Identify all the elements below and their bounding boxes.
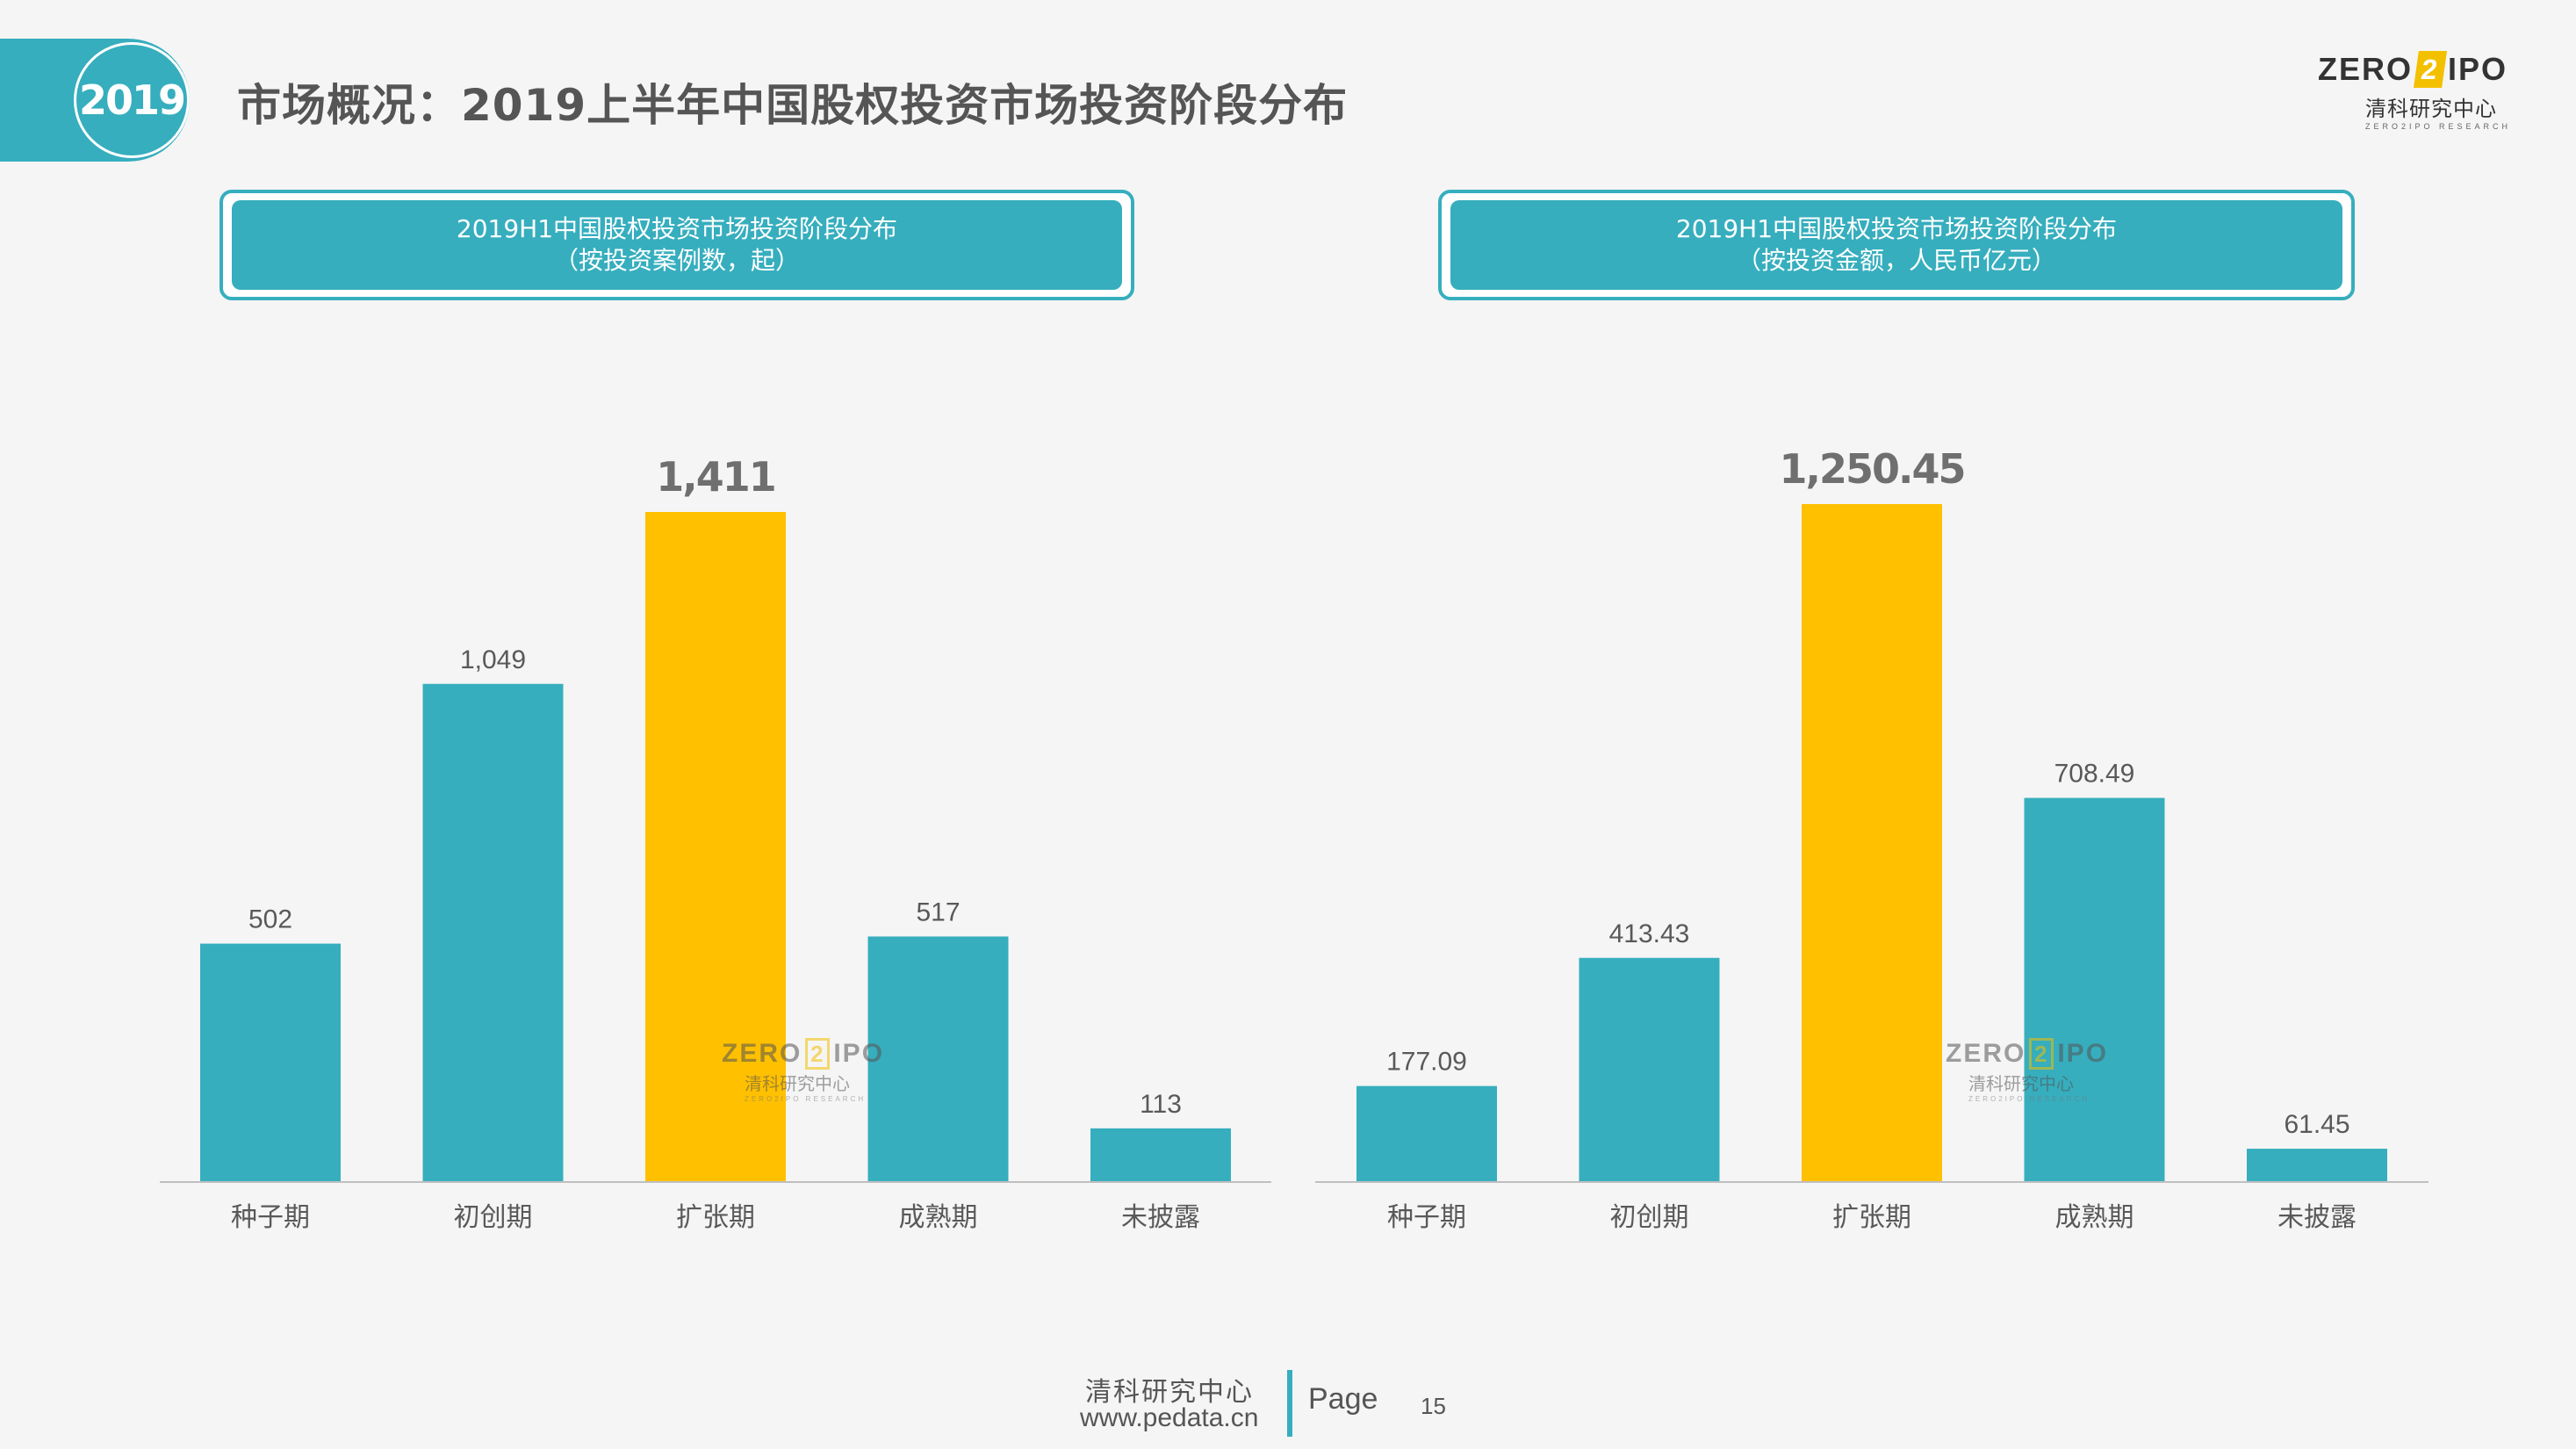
- left-chart-bar-2: [645, 512, 786, 1182]
- right-chart-header-line1: 2019H1中国股权投资市场投资阶段分布: [1675, 214, 2118, 243]
- right-chart-category-label-4: 未披露: [2277, 1202, 2357, 1233]
- left-chart-bar-3: [867, 936, 1009, 1182]
- left-chart-category-label-1: 初创期: [454, 1202, 533, 1233]
- right-chart-category-label-0: 种子期: [1387, 1202, 1466, 1233]
- footer-org: 清科研究中心: [1085, 1377, 1254, 1408]
- left-chart-value-label-3: 517: [916, 898, 960, 926]
- left-chart-category-label-3: 成熟期: [899, 1202, 978, 1233]
- right-chart-bar-3: [2024, 797, 2165, 1182]
- left-chart-value-label-1: 1,049: [460, 645, 526, 674]
- left-chart-value-label-0: 502: [248, 905, 292, 934]
- left-chart-category-label-2: 扩张期: [676, 1202, 755, 1233]
- left-chart-category-label-4: 未披露: [1121, 1202, 1200, 1233]
- right-chart-bar-2: [1802, 504, 1942, 1182]
- right-chart-bar-4: [2247, 1149, 2387, 1182]
- wm-left-text-mid: 2: [805, 1038, 831, 1070]
- footer-url[interactable]: www.pedata.cn: [1080, 1403, 1259, 1432]
- footer-page-label: Page: [1308, 1382, 1378, 1416]
- right-chart-category-label-3: 成熟期: [2055, 1202, 2134, 1233]
- wm-right-text-left: ZERO: [1946, 1039, 2026, 1068]
- left-chart-value-label-2: 1,411: [656, 453, 775, 501]
- left-chart-header-line1: 2019H1中国股权投资市场投资阶段分布: [456, 214, 898, 243]
- year-badge: 2019: [74, 42, 190, 158]
- wm-left-sub: ZERO2IPO RESEARCH: [745, 1095, 867, 1103]
- zero2ipo-logo: ZERO 2 IPO 清科研究中心 ZERO2IPO RESEARCH: [2318, 51, 2537, 139]
- right-chart-value-label-2: 1,250.45: [1780, 445, 1965, 493]
- left-chart-bar-1: [422, 683, 564, 1182]
- footer-page-number: 15: [1421, 1393, 1446, 1419]
- logo-sub: ZERO2IPO RESEARCH: [2365, 122, 2512, 131]
- right-chart-value-label-4: 61.45: [2284, 1110, 2349, 1139]
- chart-watermark-right: ZERO 2 IPO 清科研究中心 ZERO2IPO RESEARCH: [1946, 1038, 2130, 1103]
- logo-text-left: ZERO: [2318, 51, 2414, 87]
- footer-divider: [1287, 1370, 1292, 1437]
- right-chart-header: 2019H1中国股权投资市场投资阶段分布 （按投资金额，人民币亿元）: [1438, 190, 2355, 300]
- right-chart-header-line2: （按投资金额，人民币亿元）: [1736, 246, 2056, 275]
- right-chart-category-label-1: 初创期: [1610, 1202, 1689, 1233]
- wm-left-org: 清科研究中心: [745, 1073, 850, 1094]
- wm-right-sub: ZERO2IPO RESEARCH: [1968, 1095, 2090, 1103]
- left-chart-bar-4: [1090, 1128, 1231, 1182]
- left-chart-bar-0: [200, 943, 341, 1182]
- right-chart-value-label-0: 177.09: [1386, 1048, 1467, 1077]
- wm-right-text-right: IPO: [2057, 1039, 2109, 1068]
- logo-org: 清科研究中心: [2365, 97, 2497, 121]
- left-chart-header: 2019H1中国股权投资市场投资阶段分布 （按投资案例数，起）: [219, 190, 1134, 300]
- right-chart-value-label-3: 708.49: [2054, 760, 2135, 789]
- right-chart-category-label-2: 扩张期: [1832, 1202, 1911, 1233]
- right-chart-bar-0: [1356, 1085, 1497, 1182]
- left-chart-category-label-0: 种子期: [231, 1202, 310, 1233]
- left-chart-header-line2: （按投资案例数，起）: [553, 246, 800, 275]
- year-text: 2019: [78, 76, 186, 124]
- left-chart-value-label-4: 113: [1140, 1090, 1182, 1119]
- right-chart-value-label-1: 413.43: [1609, 919, 1690, 948]
- page-title: 市场概况：2019上半年中国股权投资市场投资阶段分布: [237, 80, 1349, 131]
- logo-text-right: IPO: [2448, 51, 2508, 87]
- right-chart-bar-1: [1579, 957, 1720, 1182]
- wm-right-text-mid: 2: [2029, 1038, 2054, 1070]
- chart-watermark-left: ZERO 2 IPO 清科研究中心 ZERO2IPO RESEARCH: [722, 1038, 906, 1103]
- wm-right-org: 清科研究中心: [1968, 1073, 2074, 1094]
- wm-left-text-left: ZERO: [722, 1039, 802, 1068]
- wm-left-text-right: IPO: [833, 1039, 885, 1068]
